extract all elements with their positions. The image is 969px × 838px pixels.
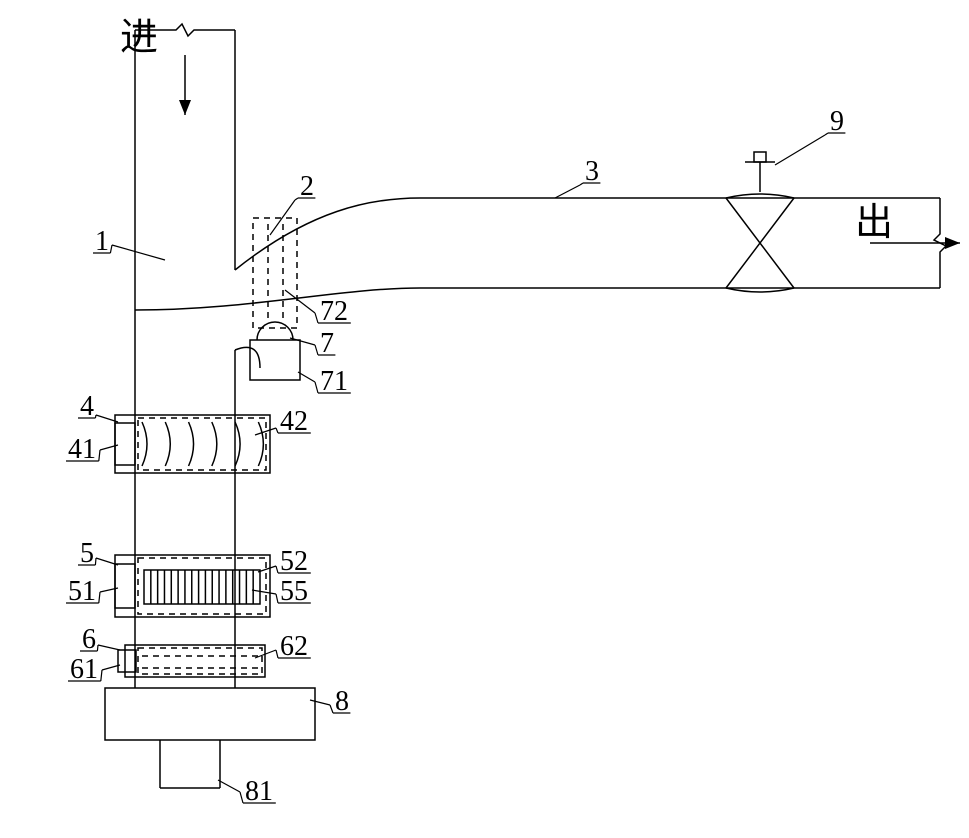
label-4: 4 — [80, 391, 94, 422]
leader-52 — [258, 566, 276, 572]
leader-55 — [252, 590, 276, 594]
leader-7 — [290, 338, 315, 345]
leader-9 — [775, 135, 825, 165]
label-41: 41 — [68, 434, 96, 465]
label-55: 55 — [280, 576, 308, 607]
label-51: 51 — [68, 576, 96, 607]
label-2: 2 — [300, 171, 314, 202]
pipe3-top-wall — [235, 198, 940, 270]
part-72-box — [253, 218, 297, 328]
part-71 — [250, 340, 300, 380]
part-61 — [118, 650, 136, 672]
part-8 — [105, 688, 315, 740]
part-7 — [257, 322, 293, 340]
diagram-canvas: 进出 1 2 3 4 5 6 7 8 9 41 42 51 5255 61 62 71 72 81 — [0, 0, 969, 838]
part-42-waves — [142, 422, 263, 466]
label-72: 72 — [320, 296, 348, 327]
part-62-box — [138, 648, 262, 674]
label-81: 81 — [245, 776, 273, 807]
part-6 — [125, 645, 265, 677]
part-41 — [115, 423, 135, 465]
outlet-label: 出 — [855, 202, 893, 244]
leader-81 — [218, 780, 240, 792]
part-55 — [144, 570, 260, 604]
label-7: 7 — [320, 328, 334, 359]
part-51 — [115, 564, 135, 608]
label-9: 9 — [830, 106, 844, 137]
leader-6 — [98, 645, 120, 650]
label-5: 5 — [80, 538, 94, 569]
label-3: 3 — [585, 156, 599, 187]
leader-3 — [555, 185, 580, 198]
leader-8 — [310, 700, 330, 705]
label-1: 1 — [95, 226, 109, 257]
label-71: 71 — [320, 366, 348, 397]
leader-72 — [285, 290, 315, 313]
inlet-label: 进 — [120, 17, 158, 59]
label-8: 8 — [335, 686, 349, 717]
label-6: 6 — [82, 624, 96, 655]
label-52: 52 — [280, 546, 308, 577]
part-42-box — [138, 418, 266, 470]
label-42: 42 — [280, 406, 308, 437]
label-61: 61 — [70, 654, 98, 685]
label-62: 62 — [280, 631, 308, 662]
pipe3-bottom-wall — [135, 288, 940, 310]
leader-1 — [112, 245, 165, 260]
